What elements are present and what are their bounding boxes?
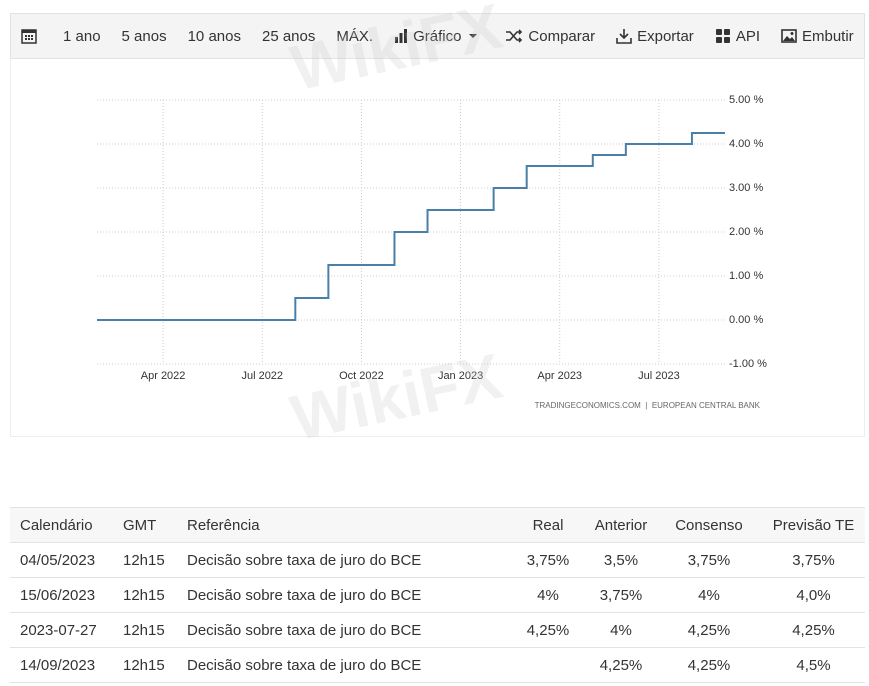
label: Gráfico: [413, 27, 462, 45]
x-tick-label: Apr 2023: [537, 370, 582, 382]
api-button[interactable]: API: [715, 28, 760, 45]
table-cell: 3,75%: [656, 542, 762, 578]
table-cell: 3,5%: [586, 542, 656, 578]
label: Comparar: [528, 27, 596, 45]
chart-panel: [10, 58, 865, 437]
calendar-table: Calendário GMT Referência Real Anterior Conse…: [10, 507, 865, 683]
column-header: Anterior: [586, 507, 656, 543]
table-cell: 14/09/2023: [10, 647, 113, 683]
y-tick-label: 1.00 %: [729, 270, 763, 282]
table-cell: 4%: [656, 577, 762, 613]
source-note: TRADINGECONOMICS.COM | EUROPEAN CENTRAL …: [535, 401, 761, 410]
table-cell: 3,75%: [510, 542, 586, 578]
x-tick-label: Jul 2023: [638, 370, 680, 382]
y-tick-label: 3.00 %: [729, 182, 763, 194]
table-cell: 4,5%: [762, 647, 865, 683]
x-tick-label: Oct 2022: [339, 370, 384, 382]
x-tick-label: Apr 2022: [141, 370, 186, 382]
table-cell: 4,25%: [656, 612, 762, 648]
table-cell: [510, 647, 586, 683]
label: Exportar: [637, 27, 694, 45]
table-cell: 4,0%: [762, 577, 865, 613]
range-button[interactable]: 1 ano: [63, 27, 101, 45]
table-cell: Decisão sobre taxa de juro do BCE: [177, 612, 510, 648]
table-cell: Decisão sobre taxa de juro do BCE: [177, 542, 510, 578]
column-header: Previsão TE: [762, 507, 865, 543]
label: API: [735, 27, 760, 45]
table-cell: 4,25%: [510, 612, 586, 648]
table-cell: 2023-07-27: [10, 612, 113, 648]
x-tick-label: Jan 2023: [438, 370, 483, 382]
range-button[interactable]: 10 anos: [187, 27, 241, 45]
y-tick-label: 5.00 %: [729, 94, 763, 106]
y-tick-label: 4.00 %: [729, 138, 763, 150]
table-cell: 4,25%: [762, 612, 865, 648]
table-cell: 12h15: [113, 577, 177, 613]
table-row: 14/09/2023 12h15 Decisão sobre taxa de jur…: [10, 647, 865, 683]
column-header: Consenso: [656, 507, 762, 543]
table-cell: 12h15: [113, 647, 177, 683]
column-header: Referência: [177, 507, 510, 543]
x-tick-label: Jul 2022: [241, 370, 283, 382]
table-cell: Decisão sobre taxa de juro do BCE: [177, 647, 510, 683]
y-tick-label: 2.00 %: [729, 226, 763, 238]
range-button[interactable]: MÁX.: [336, 27, 374, 45]
table-cell: 4,25%: [656, 647, 762, 683]
table-cell: 4%: [586, 612, 656, 648]
y-tick-label: -1.00 %: [729, 358, 767, 370]
compare-button[interactable]: Comparar: [505, 28, 595, 45]
embed-button[interactable]: Embutir: [781, 28, 854, 45]
rate-line: [97, 132, 725, 321]
column-header: GMT: [113, 507, 177, 543]
table-cell: 4,25%: [586, 647, 656, 683]
table-cell: 4%: [510, 577, 586, 613]
table-row: 15/06/2023 12h15 Decisão sobre taxa de jur…: [10, 577, 865, 613]
chart: 5.00 % 4.00 % 3.00 % 2.00 % 1.00 % 0.00 % -1.0…: [97, 94, 767, 410]
range-button[interactable]: 25 anos: [261, 27, 316, 45]
y-tick-label: 0.00 %: [729, 314, 763, 326]
toolbar: 1 ano 5 anos 10 anos 25 anos MÁX. Gráfic…: [10, 13, 865, 59]
table-cell: 3,75%: [762, 542, 865, 578]
table-cell: 12h15: [113, 542, 177, 578]
column-header: Real: [510, 507, 586, 543]
table-cell: 15/06/2023: [10, 577, 113, 613]
range-button[interactable]: 5 anos: [121, 27, 167, 45]
export-button[interactable]: Exportar: [616, 28, 694, 45]
column-header: Calendário: [10, 507, 113, 543]
calendar-button[interactable]: [21, 28, 42, 44]
chart-type-button[interactable]: Gráfico: [394, 28, 484, 45]
table-row: 2023-07-27 12h15 Decisão sobre taxa de jur…: [10, 612, 865, 648]
label: Embutir: [802, 27, 854, 45]
table-row: 04/05/2023 12h15 Decisão sobre taxa de jur…: [10, 542, 865, 578]
table-cell: Decisão sobre taxa de juro do BCE: [177, 577, 510, 613]
table-cell: 3,75%: [586, 577, 656, 613]
table-cell: 12h15: [113, 612, 177, 648]
table-cell: 04/05/2023: [10, 542, 113, 578]
